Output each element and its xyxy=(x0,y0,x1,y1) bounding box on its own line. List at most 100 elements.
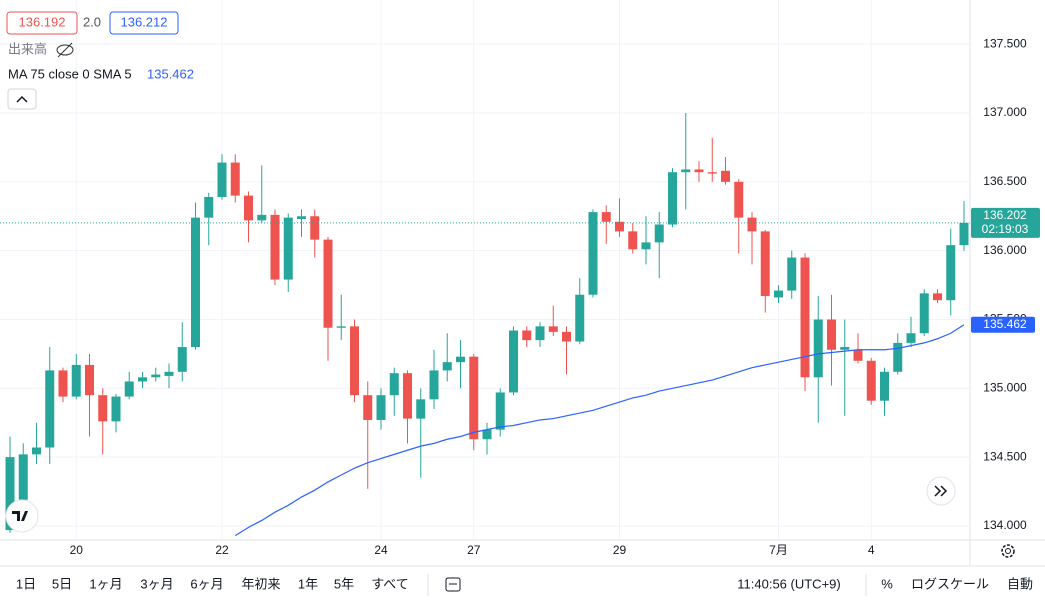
candle-body xyxy=(880,371,889,401)
log-scale-button[interactable]: ログスケール xyxy=(911,576,989,591)
candle-body xyxy=(495,392,505,430)
candle-body xyxy=(257,214,267,221)
y-tick-label: 135.000 xyxy=(983,380,1027,394)
candle-body xyxy=(45,370,55,448)
ma-line xyxy=(234,324,965,537)
ma-badge xyxy=(971,316,1035,333)
candle-body xyxy=(615,221,624,232)
candle-body xyxy=(641,242,651,250)
range-button[interactable]: 1年 xyxy=(298,576,318,591)
candle-body xyxy=(323,239,333,328)
candle-body xyxy=(827,319,836,350)
x-tick-label: 22 xyxy=(215,543,229,557)
candle-body xyxy=(111,396,121,422)
candle-body xyxy=(469,356,479,440)
candle-body xyxy=(58,370,68,397)
candle-body xyxy=(403,373,412,419)
candle-body xyxy=(363,395,373,420)
candle-body xyxy=(482,429,492,440)
percent-button[interactable]: % xyxy=(881,576,893,591)
candle-body xyxy=(588,212,598,295)
candle-body xyxy=(562,331,571,342)
candle-body xyxy=(959,222,969,246)
candle-body xyxy=(389,373,399,396)
candle-body xyxy=(85,364,94,396)
settings-icon[interactable] xyxy=(1001,544,1015,558)
candle-body xyxy=(906,333,916,343)
range-button[interactable]: 1日 xyxy=(16,576,36,591)
candle-body xyxy=(98,395,108,422)
candle-body xyxy=(575,294,585,342)
hide-icon[interactable] xyxy=(56,42,74,58)
candle-body xyxy=(760,231,770,297)
candle-body xyxy=(601,212,611,222)
scroll-button[interactable] xyxy=(926,476,956,506)
range-button[interactable]: 5年 xyxy=(334,576,354,591)
candle-body xyxy=(124,381,134,397)
candle-body xyxy=(548,326,558,332)
y-tick-label: 134.000 xyxy=(983,518,1027,532)
range-button[interactable]: 6ヶ月 xyxy=(190,576,223,591)
volume-label: 出来高 xyxy=(8,41,47,56)
x-tick-label: 24 xyxy=(374,543,388,557)
candle-body xyxy=(721,170,730,182)
candle-body xyxy=(522,330,532,341)
candle-body xyxy=(866,360,876,401)
spread: 2.0 xyxy=(83,14,101,29)
bid-box[interactable] xyxy=(6,11,78,35)
x-tick-label: 29 xyxy=(613,543,627,557)
ma-legend-value: 135.462 xyxy=(147,66,194,81)
countdown: 02:19:03 xyxy=(982,222,1029,236)
y-tick-label: 134.500 xyxy=(983,449,1027,463)
range-button[interactable]: 3ヶ月 xyxy=(140,576,173,591)
candle-body xyxy=(230,162,240,196)
candle-body xyxy=(442,362,452,371)
candle-body xyxy=(5,457,15,531)
last-price: 136.202 xyxy=(983,208,1027,222)
ask-box[interactable] xyxy=(109,11,179,35)
candle-body xyxy=(681,169,691,173)
collapse-button[interactable] xyxy=(7,88,37,110)
candle-body xyxy=(310,216,320,240)
candle-body xyxy=(535,326,545,341)
candle-body xyxy=(138,377,147,382)
candle-body xyxy=(270,214,280,280)
range-button[interactable]: 5日 xyxy=(52,576,72,591)
x-tick-label: 7月 xyxy=(769,543,788,557)
candle-body xyxy=(151,374,161,378)
candle-body xyxy=(734,181,744,218)
candle-body xyxy=(694,169,704,173)
x-tick-label: 27 xyxy=(467,543,481,557)
y-tick-label: 136.000 xyxy=(983,243,1027,257)
candle-body xyxy=(283,217,293,280)
y-tick-label: 137.000 xyxy=(983,105,1027,119)
candle-body xyxy=(350,326,359,396)
candle-body xyxy=(18,454,28,500)
candle-body xyxy=(840,347,850,350)
compare-icon[interactable] xyxy=(445,577,461,592)
candle-body xyxy=(416,399,426,419)
bid: 136.192 xyxy=(19,14,66,29)
last-price-badge xyxy=(971,207,1040,238)
candle-body xyxy=(813,319,823,378)
candle-body xyxy=(747,217,757,232)
candle-body xyxy=(933,293,942,301)
candle-body xyxy=(774,290,783,298)
candle-body xyxy=(893,342,903,372)
candle-body xyxy=(628,231,638,250)
candle-body xyxy=(191,217,200,348)
y-tick-label: 137.500 xyxy=(983,36,1027,50)
range-button[interactable]: すべて xyxy=(371,576,409,591)
x-tick-label: 4 xyxy=(868,543,875,557)
ma-badge-value: 135.462 xyxy=(983,317,1027,331)
candle-body xyxy=(32,447,41,455)
range-button[interactable]: 年初来 xyxy=(241,576,280,591)
candle-body xyxy=(668,172,677,225)
candle-body xyxy=(707,172,717,174)
range-button[interactable]: 1ヶ月 xyxy=(89,576,122,591)
candle-body xyxy=(376,395,386,420)
y-tick-label: 136.500 xyxy=(983,174,1027,188)
auto-button[interactable]: 自動 xyxy=(1007,576,1033,591)
candle-body xyxy=(429,370,439,400)
